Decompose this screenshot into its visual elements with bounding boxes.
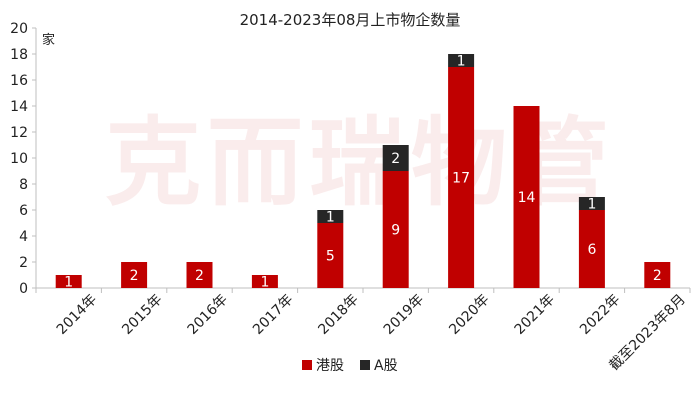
bar-hk — [382, 171, 409, 288]
chart-title: 2014-2023年08月上市物企数量 — [240, 11, 461, 29]
data-label: 2 — [195, 268, 204, 284]
data-label: 2 — [130, 268, 139, 284]
legend-swatch — [302, 360, 312, 370]
y-tick-label: 2 — [19, 255, 28, 271]
data-label: 1 — [457, 54, 466, 70]
y-tick-label: 12 — [10, 125, 28, 141]
x-tick-label: 2020年 — [446, 292, 492, 338]
data-label: 2 — [653, 268, 662, 284]
data-label: 1 — [260, 275, 269, 291]
bar-hk — [317, 223, 344, 288]
data-label: 1 — [326, 210, 335, 226]
data-label: 1 — [64, 275, 73, 291]
bar-hk — [186, 262, 213, 288]
y-tick-label: 0 — [19, 281, 28, 297]
bars: 1 2 2 1 5 1 9 2 17 1 14 6 1 2 — [55, 54, 671, 291]
x-tick-label: 2014年 — [54, 292, 100, 338]
bar-a-share — [382, 145, 409, 171]
data-label: 9 — [391, 223, 400, 239]
y-tick-label: 20 — [10, 21, 28, 37]
x-tick-label: 2022年 — [577, 292, 623, 338]
y-tick-label: 10 — [10, 151, 28, 167]
bar-hk — [55, 275, 82, 288]
y-tick-label: 8 — [19, 177, 28, 193]
bar-hk — [121, 262, 148, 288]
y-tick-label: 6 — [19, 203, 28, 219]
legend-label: A股 — [374, 358, 398, 374]
y-tick-label: 14 — [10, 99, 28, 115]
y-tick-label: 18 — [10, 47, 28, 63]
bar-hk — [251, 275, 278, 288]
x-tick-label: 2018年 — [315, 292, 361, 338]
data-label: 1 — [587, 197, 596, 213]
y-tick-label: 16 — [10, 73, 28, 89]
bar-a-share — [578, 197, 605, 210]
x-tick-label: 2017年 — [250, 292, 296, 338]
bar-hk — [578, 210, 605, 288]
x-tick-label: 2015年 — [119, 292, 165, 338]
data-label: 6 — [587, 242, 596, 258]
legend-swatch — [360, 360, 370, 370]
y-tick-label: 4 — [19, 229, 28, 245]
data-label: 14 — [518, 190, 536, 206]
data-label: 5 — [326, 249, 335, 265]
y-axis-unit: 家 — [42, 32, 55, 48]
x-tick-label: 2016年 — [185, 292, 231, 338]
x-tick-label: 2021年 — [512, 292, 558, 338]
bar-hk — [513, 106, 540, 288]
legend-label: 港股 — [316, 358, 344, 374]
legend: 港股 A股 — [302, 358, 398, 374]
bar-hk — [448, 67, 475, 288]
data-label: 2 — [391, 151, 400, 167]
bar-a-share — [317, 210, 344, 223]
x-tick-label: 2019年 — [381, 292, 427, 338]
bar-a-share — [448, 54, 475, 67]
bar-hk — [644, 262, 671, 288]
data-label: 17 — [452, 171, 470, 187]
